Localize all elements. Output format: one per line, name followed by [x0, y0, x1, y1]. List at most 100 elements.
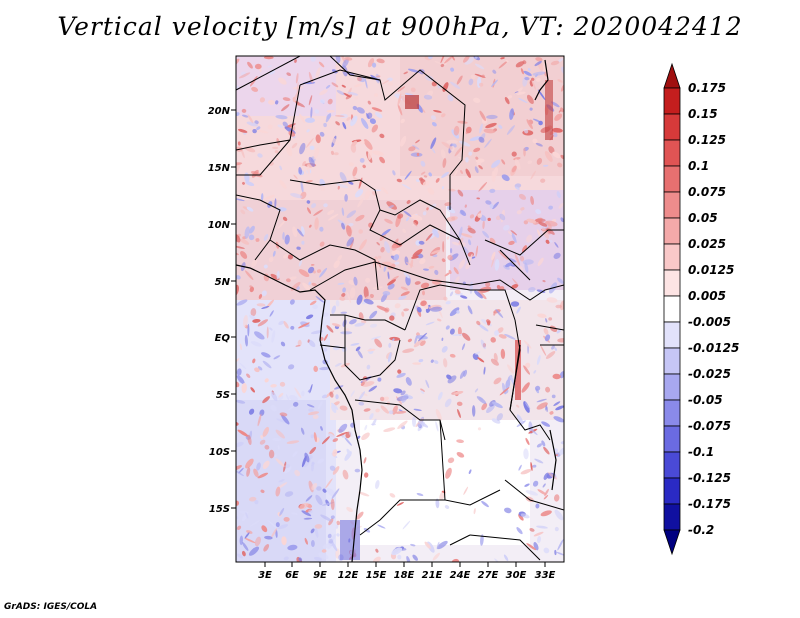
- field-speckle: [354, 96, 359, 100]
- field-speckle: [557, 539, 564, 551]
- field-speckle: [313, 432, 317, 443]
- field-speckle: [256, 303, 266, 307]
- field-speckle: [443, 296, 448, 301]
- colorbar-label: -0.075: [688, 419, 731, 433]
- field-speckle: [551, 127, 563, 133]
- field-speckle: [408, 68, 420, 73]
- field-speckle: [423, 94, 433, 100]
- field-speckle: [435, 409, 442, 421]
- field-speckle: [410, 87, 416, 93]
- field-speckle: [407, 338, 412, 343]
- field-speckle: [323, 203, 328, 208]
- field-speckle: [316, 269, 322, 273]
- field-speckle: [275, 458, 285, 467]
- field-speckle: [275, 522, 280, 528]
- field-speckle: [341, 293, 346, 297]
- field-speckle: [441, 258, 446, 263]
- field-speckle: [475, 245, 479, 257]
- field-speckle: [335, 300, 340, 307]
- field-speckle: [250, 520, 261, 527]
- field-speckle: [302, 282, 312, 292]
- field-speckle: [331, 402, 339, 410]
- field-speckle: [530, 170, 536, 180]
- field-speckle: [381, 187, 389, 195]
- field-speckle: [471, 256, 476, 259]
- field-speckle: [490, 337, 496, 343]
- field-speckle: [310, 540, 315, 547]
- field-speckle: [498, 334, 507, 339]
- field-speckle: [487, 217, 491, 222]
- field-speckle: [498, 60, 508, 69]
- field-speckle: [507, 95, 513, 99]
- field-speckle: [376, 305, 389, 312]
- field-speckle: [531, 80, 536, 90]
- field-speckle: [400, 286, 409, 291]
- field-speckle: [535, 209, 542, 215]
- field-speckle: [456, 439, 464, 444]
- field-speckle: [339, 172, 347, 183]
- field-speckle: [491, 79, 498, 88]
- field-speckle: [543, 472, 549, 480]
- colorbar-label: 0.025: [688, 237, 726, 251]
- field-speckle: [271, 391, 278, 402]
- field-speckle: [510, 230, 518, 236]
- field-speckle: [554, 509, 564, 521]
- field-speckle: [334, 385, 344, 390]
- field-speckle: [279, 381, 286, 387]
- field-speckle: [336, 90, 345, 96]
- field-speckle: [371, 107, 383, 112]
- field-speckle: [543, 547, 550, 554]
- field-speckle: [467, 227, 476, 234]
- field-speckle: [276, 270, 280, 280]
- field-speckle: [548, 317, 553, 321]
- field-speckle: [301, 510, 312, 517]
- field-speckle: [537, 313, 547, 318]
- field-speckle: [393, 388, 403, 394]
- field-speckle: [254, 63, 262, 70]
- field-speckle: [403, 272, 410, 279]
- field-speckle: [363, 457, 367, 464]
- field-speckle: [467, 305, 473, 315]
- field-speckle: [549, 411, 554, 415]
- field-speckle: [553, 401, 561, 407]
- field-speckle: [266, 326, 269, 339]
- field-speckle: [242, 181, 245, 185]
- field-speckle: [236, 275, 241, 280]
- field-speckle: [281, 536, 287, 546]
- field-speckle: [447, 457, 455, 464]
- field-speckle: [526, 119, 533, 130]
- field-speckle: [489, 188, 496, 194]
- field-speckle: [365, 277, 371, 283]
- field-speckle: [499, 213, 506, 221]
- field-speckle: [514, 253, 521, 266]
- field-speckle: [309, 446, 317, 455]
- colorbar-segment: [663, 87, 681, 115]
- field-speckle: [256, 462, 261, 471]
- field-speckle: [475, 158, 485, 163]
- field-speckle: [350, 115, 358, 127]
- field-speckle: [499, 387, 510, 396]
- field-speckle: [282, 216, 288, 222]
- field-speckle: [536, 355, 541, 365]
- field-speckle: [327, 533, 332, 539]
- field-speckle: [441, 141, 453, 150]
- field-speckle: [315, 67, 321, 80]
- field-speckle: [420, 160, 426, 167]
- field-speckle: [522, 259, 534, 265]
- field-speckle: [264, 535, 273, 540]
- field-speckle: [336, 520, 341, 526]
- field-speckle: [248, 546, 260, 556]
- field-speckle: [460, 170, 463, 174]
- field-speckle: [457, 189, 464, 197]
- lon-label: 27E: [478, 570, 499, 581]
- field-speckle: [461, 332, 471, 341]
- field-speckle: [525, 490, 539, 496]
- colorbar-segment: [663, 113, 681, 141]
- field-speckle: [238, 72, 251, 79]
- field-speckle: [430, 137, 437, 149]
- field-speckle: [236, 553, 243, 559]
- field-speckle: [273, 355, 281, 360]
- field-speckle: [247, 434, 252, 446]
- field-speckle: [406, 216, 410, 222]
- colorbar-segment: [663, 62, 681, 89]
